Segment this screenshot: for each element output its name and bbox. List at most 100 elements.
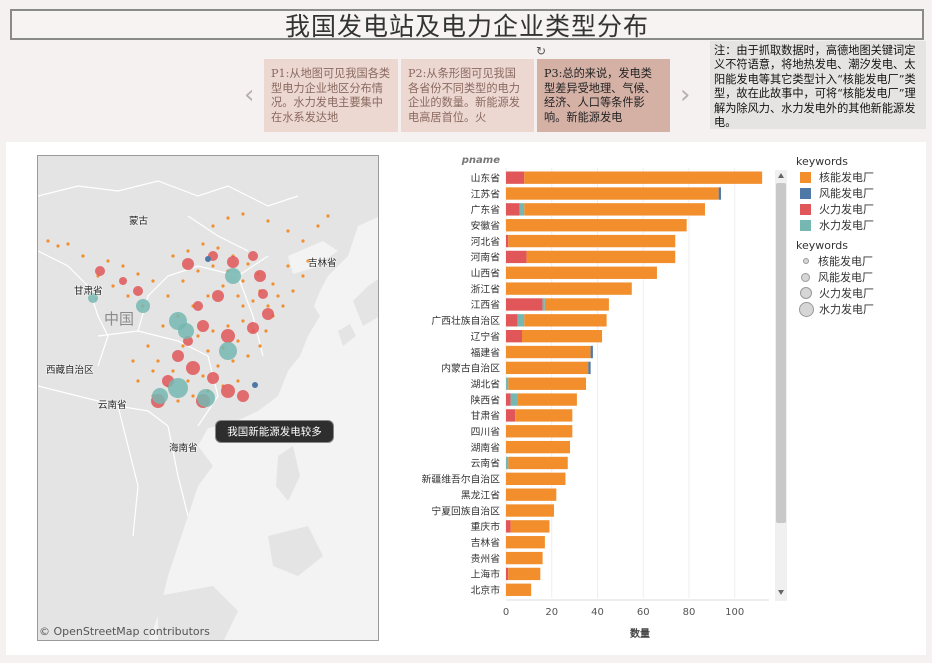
legend-swatch-nuclear (800, 171, 811, 183)
map-sea-bohai (288, 241, 338, 274)
bar-segment (524, 314, 607, 327)
category-label: 上海市 (471, 568, 501, 581)
x-tick-label: 60 (637, 607, 650, 618)
bar-segment (506, 504, 555, 517)
size-legend-item-nuclear[interactable]: 核能发电厂 (796, 253, 926, 269)
bar-segment (508, 567, 541, 581)
category-label: 陕西省 (471, 393, 501, 406)
category-label: 河南省 (471, 251, 501, 264)
category-label: 云南省 (471, 457, 501, 470)
legend-item-nuclear[interactable]: 核能发电厂 (796, 169, 926, 185)
bar-segment (506, 250, 527, 264)
bar-segment (522, 330, 603, 343)
chevron-left-icon[interactable]: ‹ (244, 80, 255, 110)
category-label: 内蒙古自治区 (441, 362, 500, 375)
bar-segment (506, 234, 509, 248)
story-point-3[interactable]: P3:总的来说，发电类型差异受地理、气候、经济、人口等条件影响。新能源发电 (537, 59, 670, 132)
category-label: 福建省 (471, 346, 501, 359)
dashboard-title: 我国发电站及电力企业类型分布 (284, 11, 649, 41)
x-tick-label: 40 (591, 607, 604, 618)
size-circle-hydro (799, 301, 814, 317)
bar-segment (506, 425, 573, 438)
story-point-2[interactable]: P2:从条形图可见我国各省份不同类型的电力企业的数量。新能源发电高居首位。火 (401, 59, 534, 132)
category-label: 河北省 (471, 235, 501, 248)
bar-segment (506, 440, 571, 454)
china-map[interactable]: 蒙古 吉林省 甘肃省 中国 西藏自治区 云南省 海南省 我国新能源发电较多 © … (37, 155, 379, 641)
bar-segment (508, 456, 568, 470)
bar-segment (588, 361, 591, 375)
color-legend-title: keywords (796, 155, 849, 168)
size-circle-wind (801, 272, 810, 282)
category-label: 贵州省 (471, 552, 501, 565)
legend: keywords 核能发电厂 风能发电厂 火力发电厂 水力发电厂 keyword… (796, 155, 926, 317)
size-legend-item-thermal[interactable]: 火力发电厂 (796, 285, 926, 301)
chevron-right-icon[interactable]: › (680, 80, 691, 110)
category-label: 北京市 (471, 584, 501, 597)
bar-chart[interactable]: pname 山东省江苏省广东省安徽省河北省河南省山西省浙江省江西省广西壮族自治区辽… (418, 153, 788, 643)
bar-segment (506, 409, 516, 422)
map-canvas (38, 156, 378, 640)
map-hainan (178, 424, 198, 438)
data-note: 注：由于抓取数据时，高德地图关键词定义不符语意，将地热发电、潮汐发电、太阳能发电… (710, 41, 926, 129)
map-island (353, 279, 378, 326)
bar-segment (506, 219, 687, 232)
legend-item-thermal[interactable]: 火力发电厂 (796, 201, 926, 217)
legend-label-hydro: 水力发电厂 (819, 219, 874, 232)
size-label-wind: 风能发电厂 (818, 271, 873, 284)
bar-segment (506, 536, 545, 549)
x-axis-label: 数量 (630, 627, 650, 640)
scroll-up-icon[interactable] (778, 173, 784, 178)
bar-segment (524, 203, 705, 216)
legend-label-thermal: 火力发电厂 (819, 203, 874, 216)
bar-segment (506, 472, 566, 485)
story-point-1[interactable]: P1:从地图可见我国各类型电力企业地区分布情况。水力发电主要集中在水系发达地 (264, 59, 398, 132)
bar-segment (510, 520, 550, 533)
category-label: 黑龙江省 (461, 488, 500, 501)
bar-segment (506, 551, 543, 565)
bar-segment (506, 266, 657, 279)
size-legend-item-wind[interactable]: 风能发电厂 (796, 269, 926, 285)
scrollbar-thumb[interactable] (776, 183, 786, 523)
category-label: 安徽省 (471, 219, 501, 232)
map-taiwan (261, 384, 271, 404)
bar-segment (526, 250, 676, 264)
x-tick-label: 20 (545, 607, 558, 618)
map-island-3 (276, 446, 300, 501)
map-label-yunnan: 云南省 (98, 400, 127, 411)
size-label-nuclear: 核能发电厂 (818, 255, 873, 268)
bar-segment (506, 520, 511, 533)
category-label: 四川省 (471, 425, 501, 438)
x-tick-label: 0 (503, 607, 509, 618)
bar-segment (517, 314, 525, 327)
scroll-down-icon[interactable] (778, 590, 784, 595)
map-island-4 (268, 526, 323, 576)
bar-segment (506, 298, 543, 311)
bar-segment (506, 393, 511, 406)
x-tick-label: 100 (725, 607, 744, 618)
category-label: 江苏省 (471, 187, 501, 200)
bar-segment (542, 298, 545, 311)
x-tick-label: 80 (683, 607, 696, 618)
map-island-5 (158, 586, 238, 640)
size-legend-item-hydro[interactable]: 水力发电厂 (796, 301, 926, 317)
legend-item-wind[interactable]: 风能发电厂 (796, 185, 926, 201)
map-label-gansu: 甘肃省 (74, 286, 103, 297)
map-marks-hydro (88, 268, 241, 407)
size-circle-thermal (800, 287, 812, 299)
bar-segment (510, 393, 518, 406)
category-label: 浙江省 (471, 282, 501, 295)
bar-segment (506, 583, 532, 596)
map-annotation: 我国新能源发电较多 (215, 420, 334, 443)
bar-segment (506, 203, 520, 216)
size-legend-title: keywords (796, 239, 849, 252)
bar-segment (718, 187, 721, 200)
legend-item-hydro[interactable]: 水力发电厂 (796, 217, 926, 233)
category-label: 湖北省 (471, 377, 501, 390)
reset-icon[interactable]: ↻ (536, 44, 547, 58)
legend-swatch-thermal (800, 203, 811, 215)
category-label: 山西省 (471, 267, 501, 280)
bar-segment (506, 488, 557, 501)
map-credit[interactable]: © OpenStreetMap contributors (39, 625, 210, 638)
bar-segment (508, 234, 676, 248)
category-label: 山东省 (471, 171, 501, 184)
